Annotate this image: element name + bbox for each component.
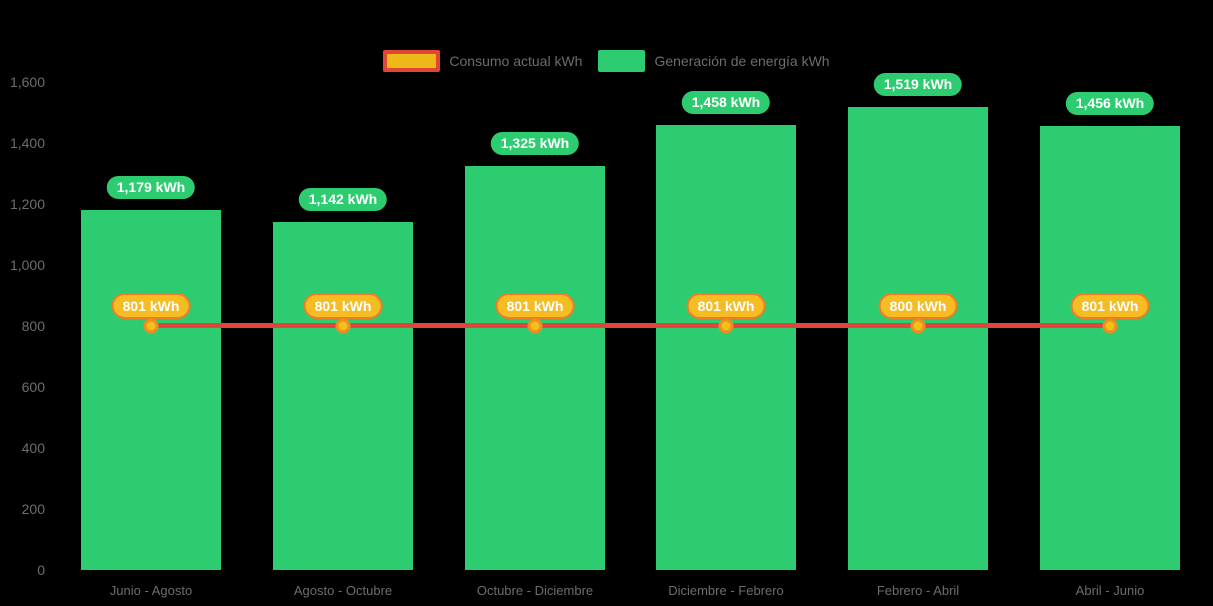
generation-value-label: 1,456 kWh — [1065, 91, 1155, 115]
consumption-point-marker[interactable] — [143, 318, 159, 334]
consumption-point-marker[interactable] — [718, 318, 734, 334]
legend-item-generacion[interactable]: Generación de energía kWh — [598, 50, 830, 72]
consumption-point-marker[interactable] — [527, 318, 543, 334]
generation-bar[interactable] — [656, 125, 796, 570]
consumo-swatch-icon — [383, 50, 441, 72]
x-axis-label: Octubre - Diciembre — [476, 583, 594, 598]
y-tick-label: 1,400 — [9, 135, 45, 151]
y-tick-label: 0 — [37, 562, 45, 578]
consumption-value-label: 801 kWh — [111, 292, 191, 319]
generation-bar[interactable] — [465, 165, 605, 570]
generation-value-label: 1,179 kWh — [106, 176, 196, 200]
consumption-value-label: 801 kWh — [1070, 292, 1150, 319]
consumption-value-label: 800 kWh — [878, 293, 958, 319]
y-tick-label: 600 — [21, 379, 45, 395]
consumption-value-label: 801 kWh — [686, 292, 766, 319]
generation-bar[interactable] — [848, 106, 988, 570]
y-tick-label: 1,000 — [9, 257, 45, 273]
generacion-swatch-icon — [598, 50, 646, 72]
y-tick-label: 1,600 — [9, 74, 45, 90]
generation-value-label: 1,142 kWh — [298, 187, 388, 211]
generation-value-label: 1,519 kWh — [873, 72, 963, 96]
legend-label-generacion: Generación de energía kWh — [654, 53, 830, 69]
consumption-line — [151, 323, 1110, 329]
generation-bar[interactable] — [81, 210, 221, 570]
legend-label-consumo: Consumo actual kWh — [449, 53, 583, 69]
x-axis-label: Agosto - Octubre — [293, 583, 393, 598]
y-tick-label: 200 — [21, 501, 45, 517]
y-tick-label: 400 — [21, 440, 45, 456]
generation-value-label: 1,325 kWh — [490, 131, 580, 155]
consumption-point-marker[interactable] — [910, 318, 926, 334]
generation-bar[interactable] — [273, 221, 413, 570]
generation-bar[interactable] — [1040, 125, 1180, 570]
consumption-value-label: 801 kWh — [495, 292, 575, 319]
consumption-point-marker[interactable] — [1102, 318, 1118, 334]
consumption-point-marker[interactable] — [335, 318, 351, 334]
consumption-value-label: 801 kWh — [303, 292, 383, 319]
y-tick-label: 800 — [21, 318, 45, 334]
x-axis-label: Junio - Agosto — [109, 583, 193, 598]
chart-legend: Consumo actual kWh Generación de energía… — [0, 50, 1213, 72]
legend-item-consumo[interactable]: Consumo actual kWh — [383, 50, 582, 72]
x-axis-label: Abril - Junio — [1075, 583, 1145, 598]
generation-value-label: 1,458 kWh — [681, 91, 771, 115]
x-axis-label: Febrero - Abril — [876, 583, 960, 598]
x-axis-label: Diciembre - Febrero — [668, 583, 784, 598]
y-tick-label: 1,200 — [9, 196, 45, 212]
